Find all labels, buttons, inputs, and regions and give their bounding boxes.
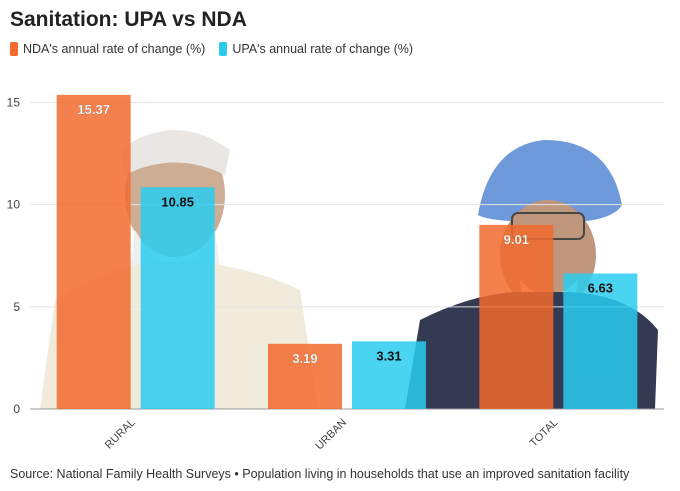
data-label-nda-rural: 15.37 xyxy=(77,102,110,117)
bar-upa-rural[interactable] xyxy=(140,187,215,409)
legend-item-upa[interactable]: UPA's annual rate of change (%) xyxy=(219,42,413,56)
legend-item-nda[interactable]: NDA's annual rate of change (%) xyxy=(10,42,205,56)
data-label-upa-urban: 3.31 xyxy=(376,348,401,363)
data-label-upa-total: 6.63 xyxy=(588,280,613,295)
bars: 15.37 10.85 3.19 3.31 9.01 6.63 xyxy=(56,94,638,410)
legend: NDA's annual rate of change (%) UPA's an… xyxy=(10,42,427,56)
bar-nda-rural[interactable] xyxy=(56,94,131,410)
bar-nda-urban[interactable] xyxy=(268,343,342,409)
y-axis: 0 5 10 15 xyxy=(7,95,21,416)
y-tick-label: 5 xyxy=(13,300,20,314)
x-axis: RURAL URBAN TOTAL xyxy=(103,417,561,453)
gridlines xyxy=(30,101,664,410)
legend-swatch-upa xyxy=(219,42,228,56)
x-tick-label-urban: URBAN xyxy=(313,417,349,453)
data-label-upa-rural: 10.85 xyxy=(161,194,194,209)
legend-swatch-nda xyxy=(10,42,18,56)
x-tick-label-total: TOTAL xyxy=(528,417,561,450)
bar-nda-total[interactable] xyxy=(479,224,554,409)
data-label-nda-total: 9.01 xyxy=(504,232,529,247)
y-tick-label: 15 xyxy=(7,95,21,109)
legend-label-upa: UPA's annual rate of change (%) xyxy=(232,42,414,56)
x-tick-label-rural: RURAL xyxy=(103,417,138,452)
bar-upa-total[interactable] xyxy=(563,273,638,409)
chart-title: Sanitation: UPA vs NDA xyxy=(10,8,247,31)
y-tick-label: 0 xyxy=(13,402,20,416)
source-note: Source: National Family Health Surveys •… xyxy=(10,467,630,481)
bar-upa-urban[interactable] xyxy=(352,341,426,409)
y-tick-label: 10 xyxy=(7,198,21,212)
data-label-nda-urban: 3.19 xyxy=(292,351,317,366)
legend-label-nda: NDA's annual rate of change (%) xyxy=(23,42,206,56)
